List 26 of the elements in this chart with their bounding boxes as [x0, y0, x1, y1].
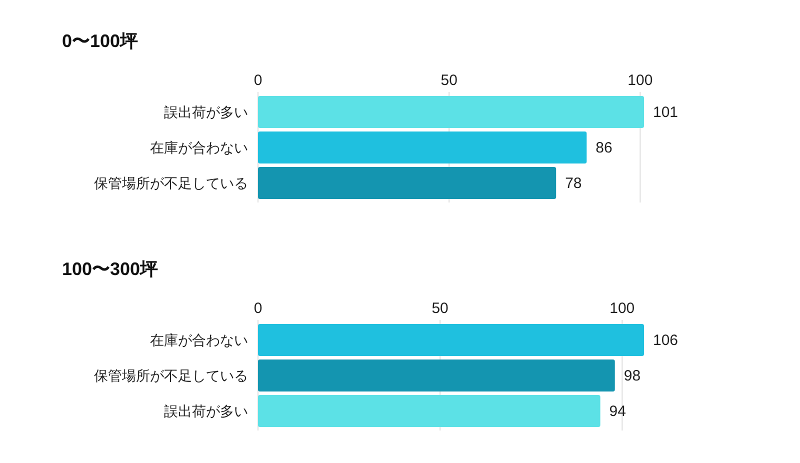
data-label: 98	[624, 368, 641, 384]
x-tick-label: 50	[440, 72, 458, 89]
y-tick-label: 在庫が合わない	[150, 332, 248, 348]
x-tick-label: 0	[254, 72, 262, 89]
bar	[258, 96, 644, 128]
x-tick-label: 0	[254, 300, 262, 317]
bar	[258, 395, 600, 427]
data-label: 106	[653, 332, 678, 349]
y-tick-label: 保管場所が不足している	[94, 368, 248, 384]
bar	[258, 167, 556, 199]
data-label: 86	[596, 140, 612, 156]
x-tick-label: 50	[432, 300, 448, 317]
y-tick-label: 誤出荷が多い	[164, 104, 248, 120]
text: 0〜100坪	[62, 31, 138, 51]
bar	[258, 360, 615, 392]
data-label: 101	[653, 104, 678, 121]
x-tick-label: 100	[610, 300, 635, 317]
text: 100〜300坪	[62, 259, 158, 279]
x-tick-label: 100	[628, 72, 653, 89]
y-tick-label: 保管場所が不足している	[94, 175, 248, 191]
y-tick-label: 誤出荷が多い	[164, 403, 248, 419]
bar	[258, 132, 587, 164]
data-label: 94	[609, 403, 626, 420]
y-tick-label: 在庫が合わない	[150, 140, 248, 156]
data-label: 78	[565, 175, 582, 192]
bar	[258, 324, 644, 356]
